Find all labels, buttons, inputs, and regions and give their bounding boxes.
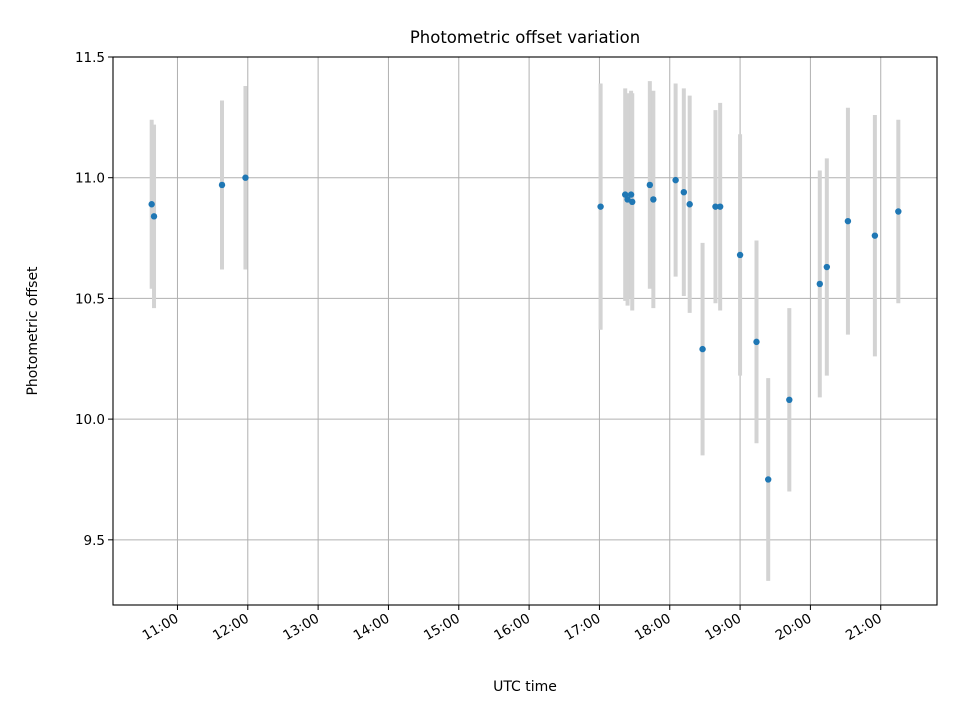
data-point xyxy=(699,345,706,353)
data-points xyxy=(148,174,902,483)
data-point xyxy=(148,201,155,208)
data-point xyxy=(150,213,158,220)
data-point xyxy=(712,203,719,210)
data-point xyxy=(680,188,688,196)
data-point xyxy=(622,191,629,198)
data-point xyxy=(844,217,852,225)
data-point xyxy=(736,251,744,259)
y-tick-label: 11.0 xyxy=(75,171,105,187)
data-point xyxy=(627,191,635,198)
data-point xyxy=(871,232,879,239)
data-point xyxy=(753,338,760,346)
data-point xyxy=(218,181,226,189)
x-axis-label: UTC time xyxy=(493,679,557,695)
data-point xyxy=(672,176,679,184)
y-tick-label: 10.0 xyxy=(75,412,105,428)
data-point xyxy=(816,280,823,288)
data-point xyxy=(242,174,249,181)
chart-title: Photometric offset variation xyxy=(410,28,640,47)
data-point xyxy=(686,201,693,208)
data-point xyxy=(895,208,902,215)
data-point xyxy=(650,196,657,203)
data-point xyxy=(629,198,636,206)
data-point xyxy=(597,203,604,210)
y-axis-ticks: 9.5 10.0 10.5 11.0 11.5 xyxy=(75,50,113,549)
y-tick-label: 10.5 xyxy=(75,291,105,307)
y-tick-label: 11.5 xyxy=(75,50,105,66)
data-point xyxy=(765,476,772,483)
y-axis-label: Photometric offset xyxy=(25,266,41,396)
data-point xyxy=(786,396,793,404)
data-point xyxy=(646,181,654,189)
data-point xyxy=(823,263,831,271)
data-point xyxy=(716,203,724,210)
grid xyxy=(113,56,937,605)
plot-frame xyxy=(112,56,938,606)
y-tick-label: 9.5 xyxy=(84,533,105,549)
